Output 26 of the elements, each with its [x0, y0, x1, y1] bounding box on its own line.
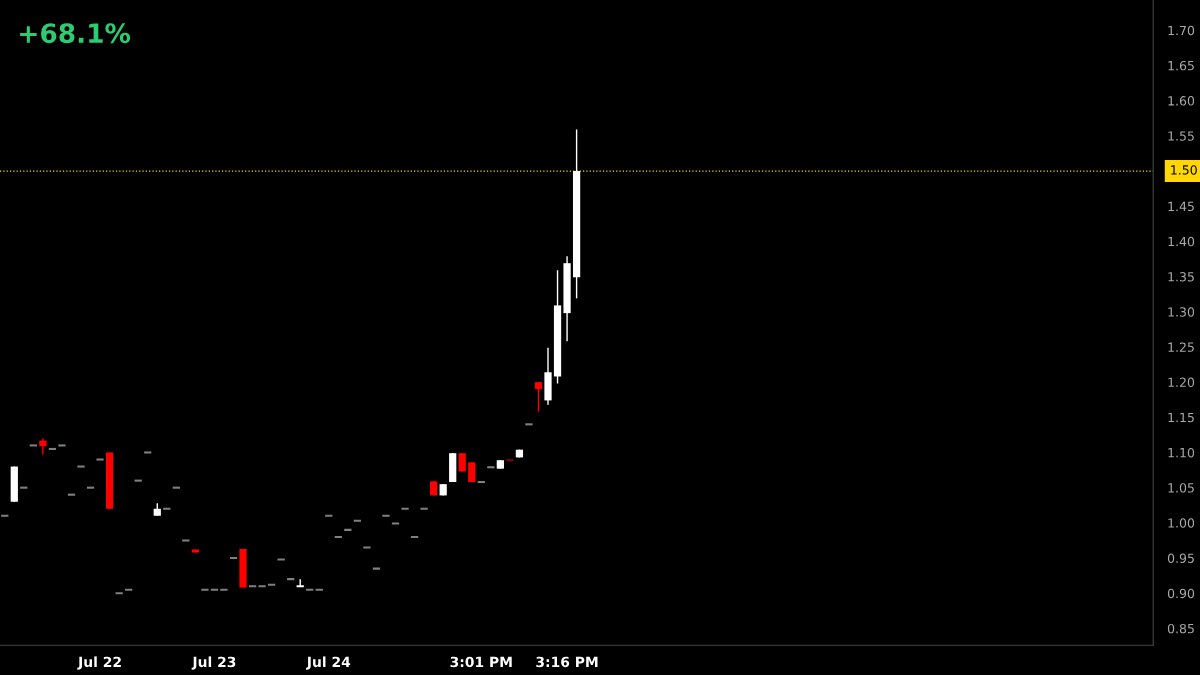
x-tick-label: 3:16 PM — [536, 656, 598, 668]
y-tick-label: 0.90 — [1167, 588, 1195, 599]
x-tick-label: Jul 23 — [191, 656, 236, 670]
y-tick-label: 1.15 — [1168, 412, 1194, 423]
y-tick-label: 1.40 — [1168, 236, 1195, 247]
y-tick-label: 1.70 — [1168, 25, 1195, 36]
ref-line-label: 1.50 — [1171, 165, 1197, 175]
candlestick — [534, 381, 543, 413]
y-tick-label: 1.60 — [1168, 96, 1195, 106]
y-tick-label: 1.20 — [1168, 377, 1195, 388]
y-tick-label: 0.85 — [1167, 623, 1194, 634]
y-tick-label: 0.95 — [1167, 553, 1194, 563]
x-tick-label: Jul 24 — [306, 656, 351, 670]
y-tick-label: 1.35 — [1168, 272, 1194, 282]
x-tick-label: 3:01 PM — [450, 656, 512, 668]
y-tick-label: 1.05 — [1168, 483, 1194, 493]
y-tick-label: 1.30 — [1168, 307, 1195, 317]
candlestick — [39, 437, 47, 456]
text: +68.1% — [20, 23, 131, 44]
y-tick-label: 1.55 — [1168, 131, 1194, 141]
y-tick-label: 1.25 — [1168, 342, 1194, 352]
y-tick-label: 1.10 — [1168, 447, 1195, 458]
y-tick-label: 1.45 — [1168, 201, 1194, 212]
x-tick-label: Jul 22 — [77, 656, 121, 670]
y-tick-label: 1.00 — [1168, 518, 1195, 528]
y-tick-label: 1.65 — [1168, 60, 1194, 71]
